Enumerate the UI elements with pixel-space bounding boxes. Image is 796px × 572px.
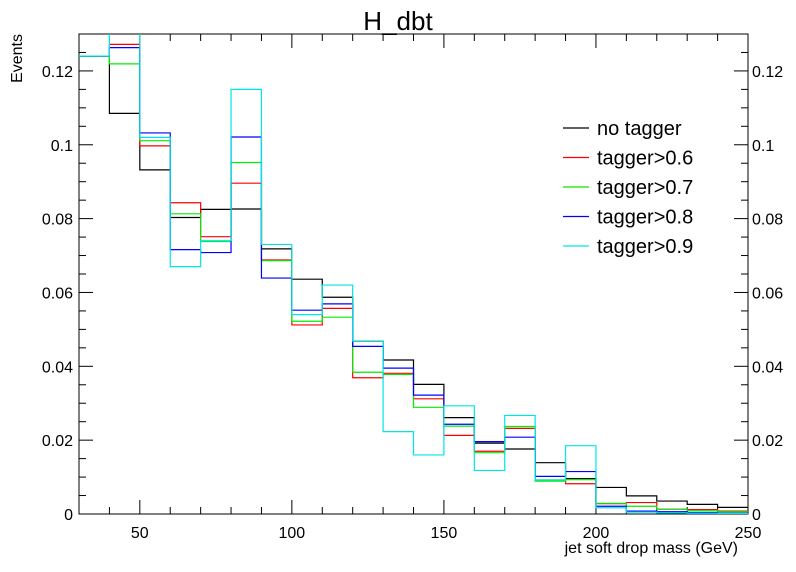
x-tick-label: 200 xyxy=(583,525,610,542)
y-tick-label: 0.12 xyxy=(42,64,73,81)
y-tick-label: 0.1 xyxy=(51,138,73,155)
y-tick-label-right: 0.1 xyxy=(752,138,774,155)
y-tick-label: 0.04 xyxy=(42,359,73,376)
y-tick-label-right: 0.12 xyxy=(752,64,783,81)
y-tick-label: 0.02 xyxy=(42,433,73,450)
y-tick-label: 0.06 xyxy=(42,285,73,302)
legend-label: tagger>0.6 xyxy=(597,148,693,170)
y-tick-label-right: 0 xyxy=(752,507,761,524)
x-tick-label: 100 xyxy=(279,525,306,542)
legend: no tagger tagger>0.6 tagger>0.7 tagger>0.8 t… xyxy=(563,118,693,258)
x-tick-label: 250 xyxy=(735,525,762,542)
y-tick-label-right: 0.04 xyxy=(752,359,783,376)
series-line-4 xyxy=(79,34,748,514)
y-tick-label: 0.08 xyxy=(42,212,73,229)
y-tick-label-right: 0.02 xyxy=(752,433,783,450)
y-axis-label: Events xyxy=(9,34,26,83)
legend-label: tagger>0.9 xyxy=(597,236,693,258)
y-tick-label: 0 xyxy=(64,507,73,524)
y-tick-label-right: 0.06 xyxy=(752,285,783,302)
x-axis-label: jet soft drop mass (GeV) xyxy=(564,540,738,557)
x-tick-label: 50 xyxy=(131,525,149,542)
legend-label: tagger>0.8 xyxy=(597,207,693,229)
chart-title: H_dbt xyxy=(363,6,433,36)
x-tick-label: 150 xyxy=(431,525,458,542)
legend-label: no tagger xyxy=(597,118,682,140)
legend-label: tagger>0.7 xyxy=(597,177,693,199)
series-group xyxy=(79,34,748,514)
y-tick-label-right: 0.08 xyxy=(752,212,783,229)
